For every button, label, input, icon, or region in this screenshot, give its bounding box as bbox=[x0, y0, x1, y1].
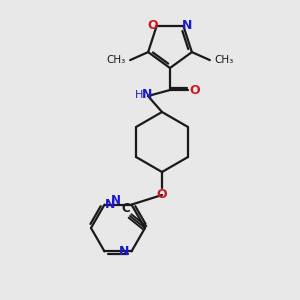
Text: CH₃: CH₃ bbox=[215, 55, 234, 65]
Text: O: O bbox=[190, 83, 200, 97]
Text: CH₃: CH₃ bbox=[106, 55, 125, 65]
Text: N: N bbox=[111, 194, 121, 208]
Text: O: O bbox=[147, 19, 158, 32]
Text: H: H bbox=[135, 90, 143, 100]
Text: O: O bbox=[157, 188, 167, 202]
Text: N: N bbox=[119, 245, 130, 258]
Text: N: N bbox=[182, 19, 193, 32]
Text: C: C bbox=[122, 202, 130, 214]
Text: N: N bbox=[105, 198, 116, 211]
Text: N: N bbox=[142, 88, 152, 101]
